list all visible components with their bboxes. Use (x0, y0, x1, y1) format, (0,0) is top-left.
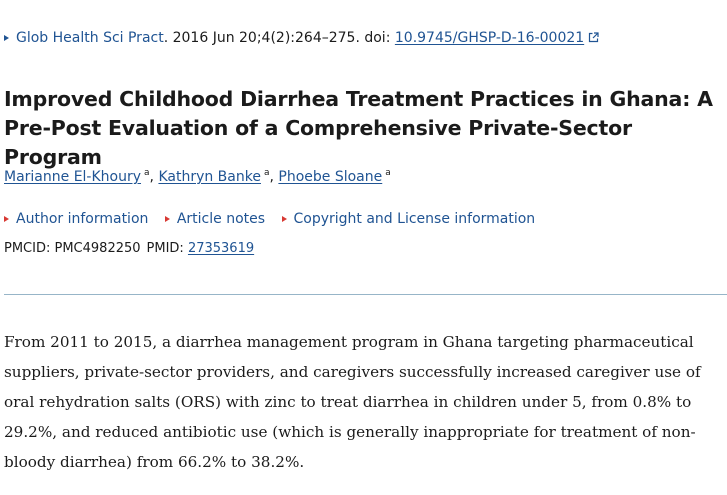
caret-right-icon (281, 216, 287, 222)
article-identifiers: PMCID: PMC4982250 PMID: 27353619 (4, 239, 254, 259)
pmcid-label: PMCID: (4, 241, 55, 256)
caret-right-icon[interactable] (4, 35, 9, 41)
author-separator: , (149, 169, 154, 185)
article-title: Improved Childhood Diarrhea Treatment Pr… (4, 87, 713, 169)
pmid-link[interactable]: 27353619 (187, 241, 255, 256)
article-notes-label: Article notes (176, 211, 266, 227)
caret-right-icon (164, 216, 170, 222)
author-link[interactable]: Phoebe Sloane (278, 169, 383, 185)
author-link[interactable]: Kathryn Banke (158, 169, 261, 185)
author-affiliation[interactable]: a (385, 168, 391, 178)
author-list: Marianne El-Khoury a, Kathryn Banke a, Pho… (4, 163, 391, 187)
doi-link[interactable]: 10.9745/GHSP-D-16-00021 (394, 30, 585, 46)
author-affiliation[interactable]: a (263, 168, 270, 178)
author-information-label: Author information (16, 211, 149, 227)
citation-details: . 2016 Jun 20;4(2):264–275. doi: (163, 30, 395, 46)
citation-line: Glob Health Sci Pract. 2016 Jun 20;4(2):… (4, 29, 599, 47)
author-information-toggle[interactable]: Author information (4, 211, 148, 227)
journal-link[interactable]: Glob Health Sci Pract (16, 30, 164, 46)
pmcid-value: PMC4982250 (54, 241, 141, 256)
author-affiliation[interactable]: a (144, 168, 150, 178)
author-separator: , (269, 169, 274, 185)
pmid-label: PMID: (146, 241, 188, 256)
author-link[interactable]: Marianne El-Khoury (4, 169, 142, 185)
section-divider (4, 294, 727, 295)
article-notes-toggle[interactable]: Article notes (164, 211, 266, 227)
article-info-links: Author information Article notes Copyrig… (4, 209, 547, 229)
copyright-toggle[interactable]: Copyright and License information (281, 211, 536, 227)
copyright-label: Copyright and License information (293, 211, 536, 227)
external-link-icon[interactable] (588, 32, 599, 43)
abstract-summary: From 2011 to 2015, a diarrhea management… (4, 333, 701, 471)
caret-right-icon (4, 216, 9, 222)
